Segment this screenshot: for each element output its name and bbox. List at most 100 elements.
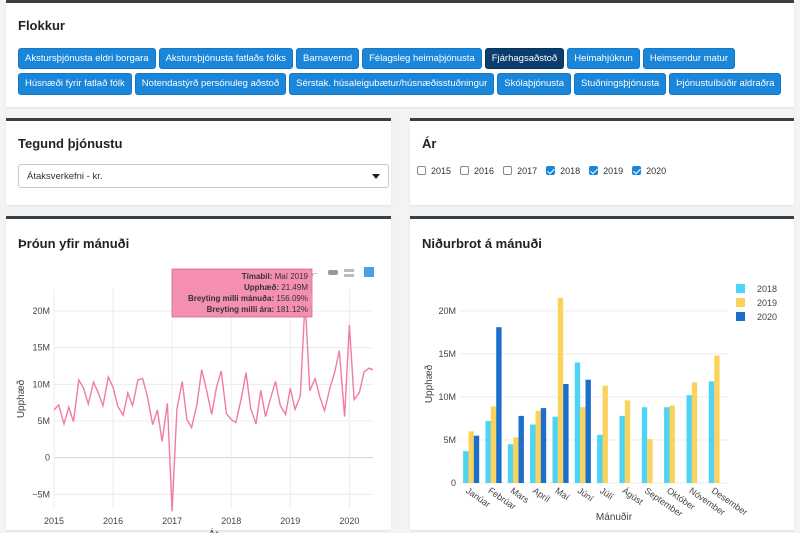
year-label: 2016: [474, 166, 495, 176]
year-checkbox[interactable]: [417, 166, 426, 175]
bar: [574, 362, 581, 483]
series-line: [53, 299, 374, 512]
legend-label: 2019: [757, 298, 777, 308]
bar: [530, 424, 536, 483]
y-axis-label: Upphæð: [423, 364, 435, 403]
legend-swatch: [736, 298, 745, 307]
x-tick-label: Ágúst: [620, 485, 645, 507]
line-chart[interactable]: −5M 0 5M 10M 15M 20M 2015 2016 2017 2018 2019 2020 Á…: [6, 219, 391, 533]
flokkur-title: Flokkur: [18, 18, 65, 33]
compare-icon: [328, 270, 338, 275]
tooltip-value: 21.49M: [281, 283, 308, 292]
bar: [597, 434, 603, 483]
y-tick-label: 10M: [32, 379, 50, 389]
tegund-card: Tegund þjónustu Átaksverkefni - kr.: [6, 118, 391, 205]
x-tick-label: Janúar: [464, 485, 492, 509]
category-button[interactable]: Félagsleg heimaþjónusta: [362, 48, 482, 70]
year-option-2019[interactable]: 2019: [589, 166, 623, 176]
x-tick-label: 2015: [44, 516, 64, 526]
bar: [641, 407, 648, 483]
nidurbrot-title: Niðurbrot á mánuði: [422, 236, 542, 251]
bar: [468, 431, 474, 483]
category-button[interactable]: Heimahjúkrun: [567, 48, 640, 70]
legend-swatch: [736, 284, 745, 293]
bar: [473, 435, 480, 483]
legend-label: 2020: [757, 312, 777, 322]
category-button[interactable]: Sérstak. húsaleigubætur/húsnæðisstuðning…: [289, 73, 495, 95]
tooltip-key: Breyting milli ára:: [207, 305, 277, 314]
bar: [624, 400, 631, 483]
category-button[interactable]: Stuðningsþjónusta: [573, 73, 667, 95]
bar: [563, 384, 569, 483]
throun-title: Þróun yfir mánuði: [18, 236, 130, 251]
tooltip-key: Breyting milli mánuða:: [188, 294, 276, 303]
category-button[interactable]: Fjárhagsaðstoð: [484, 48, 565, 70]
tegund-select[interactable]: Átaksverkefni - kr.: [18, 164, 389, 188]
year-checkbox[interactable]: [632, 166, 642, 175]
bar: [580, 407, 586, 483]
category-button[interactable]: Heimsendur matur: [642, 48, 735, 70]
bar: [513, 437, 519, 483]
year-option-2020[interactable]: 2020: [632, 166, 666, 176]
category-button[interactable]: Notendastýrð persónuleg aðstoð: [134, 73, 287, 95]
bar: [647, 439, 653, 483]
bar: [485, 421, 491, 483]
year-option-2016[interactable]: 2016: [460, 166, 494, 176]
x-axis-label: Mánuðir: [596, 511, 633, 523]
category-button[interactable]: Þjónustuíbúðir aldraðra: [669, 73, 782, 95]
y-tick-label: 15M: [32, 343, 50, 353]
y-tick-label: 10M: [438, 392, 456, 402]
category-button[interactable]: Akstursþjónusta fatlaðs fólks: [158, 48, 293, 70]
category-button[interactable]: Barnavernd: [295, 48, 360, 70]
year-checkbox-group: 2015 2016 2017 2018 2019 2020: [417, 166, 675, 176]
y-tick-label: 0: [45, 453, 50, 463]
plotly-logo-icon: [364, 267, 374, 277]
bar: [552, 416, 558, 483]
y-tick-label: 0: [451, 478, 456, 488]
bar: [669, 405, 675, 483]
year-checkbox[interactable]: [460, 166, 470, 175]
spike-icon: [344, 274, 354, 277]
bar: [691, 382, 698, 483]
year-checkbox[interactable]: [589, 166, 599, 175]
y-tick-label: 15M: [438, 349, 456, 359]
bar: [602, 385, 608, 483]
x-axis-label: Ár: [209, 527, 220, 533]
tooltip-row: Breyting milli ára: 181.12%: [207, 305, 308, 314]
category-button[interactable]: Húsnæði fyrir fatlað fólk: [18, 73, 132, 95]
category-button[interactable]: Akstursþjónusta eldri borgara: [18, 48, 156, 70]
year-label: 2019: [603, 166, 624, 176]
bar: [585, 379, 591, 483]
tooltip-value: 181.12%: [276, 305, 308, 314]
bar: [714, 355, 720, 483]
x-tick-label: 2020: [339, 516, 359, 526]
year-option-2018[interactable]: 2018: [546, 166, 580, 176]
category-button[interactable]: Skólaþjónusta: [497, 73, 571, 95]
bar: [619, 415, 625, 483]
bar: [518, 415, 524, 483]
x-tick-label: 2017: [162, 516, 182, 526]
bar: [708, 381, 715, 483]
y-tick-label: 5M: [443, 435, 456, 445]
bar: [664, 407, 670, 483]
y-axis-label: Upphæð: [15, 379, 27, 418]
year-option-2015[interactable]: 2015: [417, 166, 451, 176]
x-tick-label: Júlí: [598, 485, 616, 502]
bar: [557, 297, 564, 483]
tooltip-value: 156.09%: [276, 294, 308, 303]
bar: [463, 451, 469, 483]
tooltip-row: Breyting milli mánuða: 156.09%: [188, 294, 308, 303]
tooltip-box: [171, 268, 313, 318]
year-checkbox[interactable]: [546, 166, 556, 175]
throun-card: Þróun yfir mánuði −5M 0 5M 10M 15M 20M 2015 201…: [6, 216, 391, 533]
flokkur-button-group: Akstursþjónusta eldri borgara Akstursþjón…: [18, 48, 788, 99]
bar: [535, 410, 541, 483]
bar: [540, 408, 547, 483]
year-checkbox[interactable]: [503, 166, 513, 175]
autoscale-icon: ⌐: [312, 269, 318, 280]
legend-swatch: [736, 312, 745, 321]
year-label: 2020: [646, 166, 667, 176]
x-tick-label: 2019: [280, 516, 300, 526]
year-option-2017[interactable]: 2017: [503, 166, 537, 176]
